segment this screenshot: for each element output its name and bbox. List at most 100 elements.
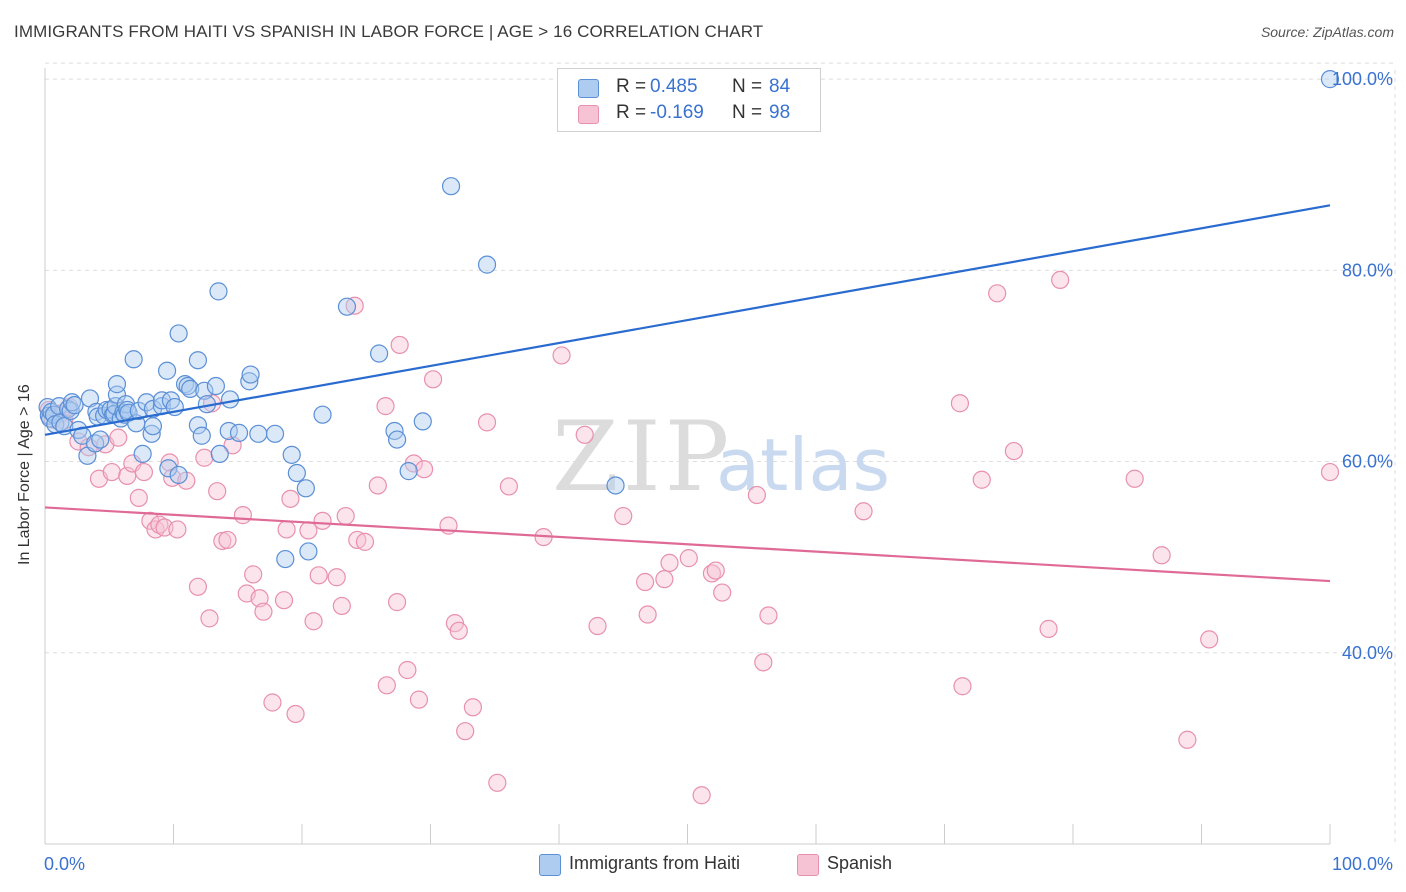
data-point-haiti [337,297,357,316]
data-point-spanish [218,530,237,550]
data-point-haiti [299,542,318,561]
data-point-spanish [759,606,778,625]
data-point-haiti [91,430,110,449]
data-point-spanish [449,621,468,640]
data-point-spanish [1125,469,1144,488]
data-point-haiti [287,463,306,483]
watermark: ZIP atlas [552,401,890,513]
data-point-haiti [370,344,389,363]
data-point-spanish [552,346,571,365]
data-point-spanish [336,506,355,526]
data-point-haiti [387,430,407,449]
data-point-spanish [398,660,417,680]
data-point-spanish [1004,441,1023,461]
data-point-spanish [368,476,387,495]
data-point-spanish [950,394,970,413]
trend-lines [44,204,1331,583]
data-point-spanish [313,511,332,530]
data-point-spanish [168,520,187,539]
data-point-haiti [137,393,156,412]
data-point-haiti [124,350,143,369]
data-point-spanish [274,591,294,610]
data-point-haiti [229,423,249,442]
series-spanish [39,270,1340,805]
legend-r-label: R = [616,102,647,123]
data-point-spanish [345,296,364,315]
legend-n-value: 98 [769,102,791,123]
legend-r-value: -0.169 [650,102,704,123]
data-point-haiti [143,417,163,436]
data-point-haiti [133,444,152,464]
data-point-spanish [327,568,346,587]
data-point-spanish [254,602,273,621]
data-point-spanish [200,609,219,628]
data-point-spanish [660,553,679,573]
data-point-haiti [240,372,259,391]
data-point-spanish [1152,546,1171,565]
data-point-spanish [754,653,773,672]
legend-swatch-spanish [797,854,819,876]
data-point-spanish [456,722,475,741]
data-point-spanish [355,532,375,551]
legend-swatch-haiti [578,79,599,98]
data-point-haiti [181,379,200,398]
data-point-haiti [1320,70,1340,89]
data-point-haiti [413,412,432,431]
data-point-spanish [244,565,263,584]
trend-line-haiti [44,204,1331,436]
data-point-haiti [192,426,211,445]
data-point-haiti [276,549,295,569]
data-point-spanish [188,577,208,596]
data-point-spanish [414,460,434,479]
y-tick-label: 40.0% [1342,643,1393,663]
data-point-spanish [679,549,698,568]
data-point-spanish [304,612,323,631]
x-tick-label: 0.0% [44,854,85,874]
data-point-spanish [499,477,518,496]
data-point-spanish [638,605,657,624]
data-point-spanish [854,502,873,521]
data-point-haiti [220,390,240,409]
y-tick-label: 100.0% [1332,69,1393,89]
data-point-haiti [195,381,214,400]
tick-labels: 40.0% 60.0% 80.0% 100.0% 0.0% 100.0% [44,69,1393,874]
legend-n-label: N = [732,102,763,123]
data-point-haiti [249,424,268,443]
data-point-haiti [159,459,178,478]
data-point-spanish [387,593,407,612]
data-point-spanish [263,693,282,712]
data-point-spanish [588,616,607,636]
data-point-haiti [313,405,332,424]
data-point-spanish [250,589,269,608]
data-point-haiti [169,324,188,343]
legend-swatch-haiti [539,854,561,876]
data-point-haiti [188,416,208,435]
data-point-spanish [692,786,711,805]
data-point-spanish [160,453,179,472]
data-point-haiti [441,177,461,196]
data-point-haiti [206,376,226,396]
data-point-spanish [286,704,305,724]
data-point-haiti [399,462,418,481]
data-point-spanish [332,596,351,616]
data-point-spanish [747,485,766,505]
data-point-spanish [488,773,507,792]
data-point-spanish [1178,730,1197,749]
data-point-haiti [62,393,82,412]
data-point-spanish [208,482,227,501]
correlation-legend: R = 0.485 N = 84 R = -0.169 N = 98 [557,68,821,132]
data-point-spanish [972,470,991,489]
data-point-haiti [142,424,161,443]
series-haiti [38,70,1340,569]
data-point-haiti [282,445,301,464]
data-point-haiti [65,396,84,415]
data-point-spanish [195,448,214,467]
trend-line-spanish [44,506,1331,583]
y-tick-label: 80.0% [1342,260,1393,280]
data-point-spanish [281,489,300,508]
data-point-spanish [575,425,594,444]
legend-n-value: 84 [769,76,791,97]
legend-label-haiti: Immigrants from Haiti [569,853,741,873]
watermark-zip: ZIP [552,401,733,513]
